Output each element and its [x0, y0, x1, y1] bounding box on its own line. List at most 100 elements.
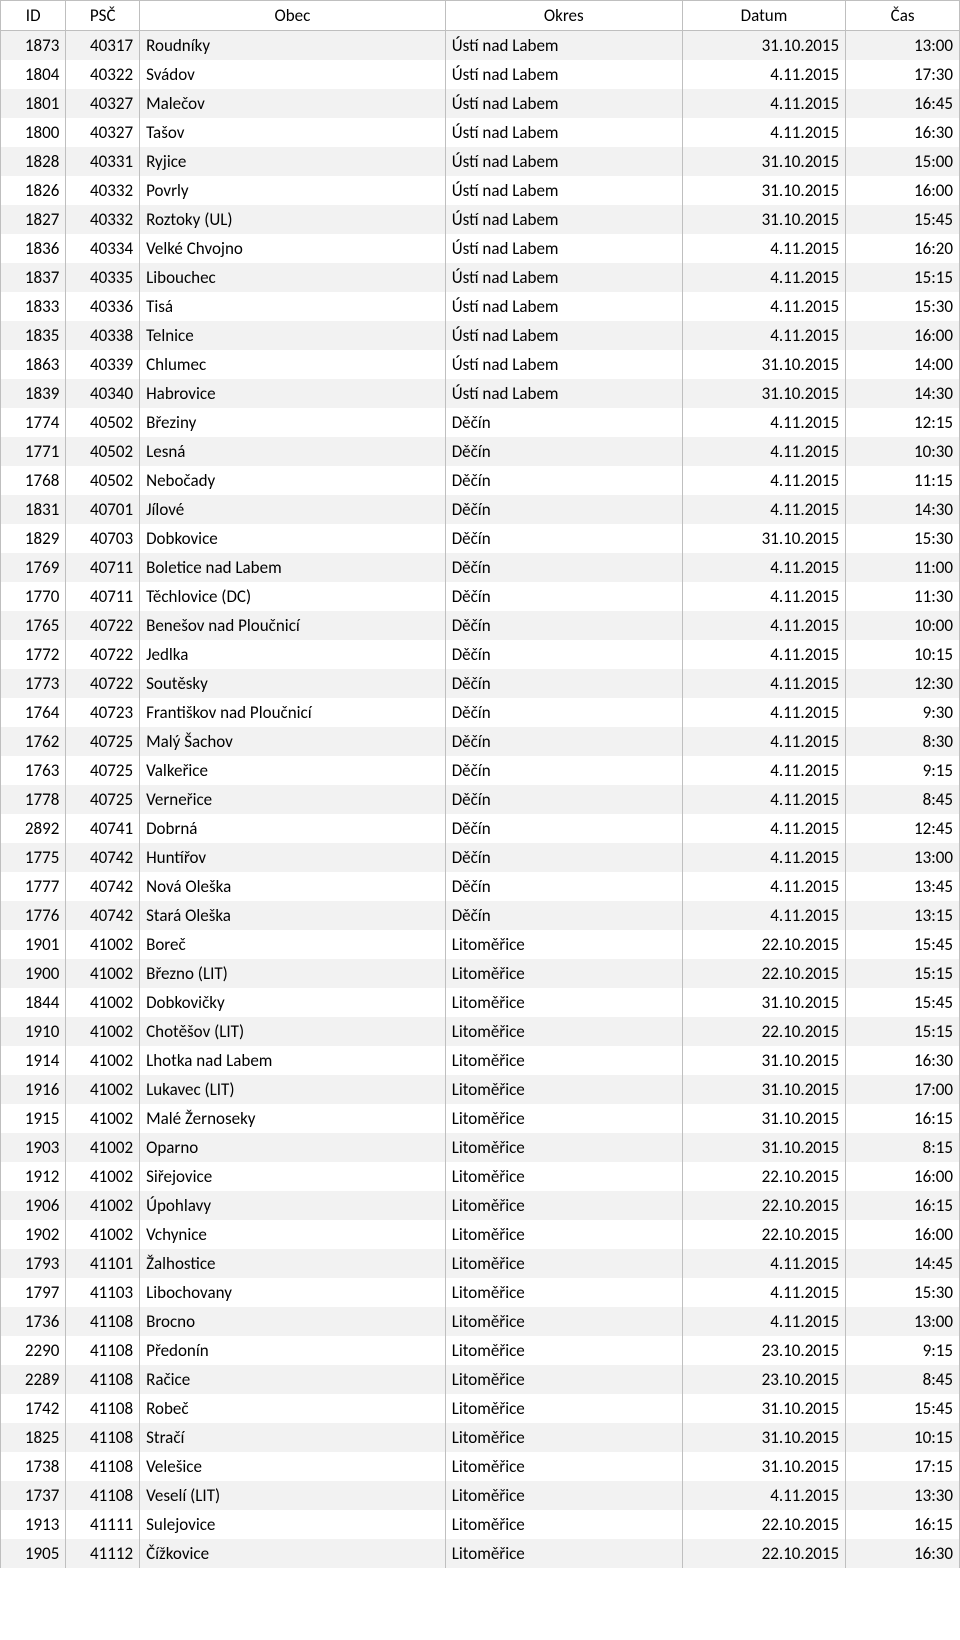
table-cell: 16:30: [846, 118, 960, 147]
table-row: 191241002SiřejoviceLitoměřice22.10.20151…: [1, 1162, 960, 1191]
table-cell: 31.10.2015: [682, 350, 845, 379]
table-cell: 31.10.2015: [682, 524, 845, 553]
table-cell: 1913: [1, 1510, 66, 1539]
table-cell: Malé Žernoseky: [140, 1104, 446, 1133]
table-cell: 1905: [1, 1539, 66, 1568]
table-cell: 40742: [66, 872, 140, 901]
table-cell: Děčín: [445, 727, 682, 756]
table-cell: Děčín: [445, 640, 682, 669]
table-row: 176240725Malý ŠachovDěčín4.11.20158:30: [1, 727, 960, 756]
table-cell: Děčín: [445, 437, 682, 466]
table-cell: 13:45: [846, 872, 960, 901]
table-cell: 31.10.2015: [682, 176, 845, 205]
table-cell: Siřejovice: [140, 1162, 446, 1191]
table-cell: 1914: [1, 1046, 66, 1075]
table-cell: Litoměřice: [445, 1510, 682, 1539]
table-cell: 8:45: [846, 1365, 960, 1394]
table-row: 190241002VchyniceLitoměřice22.10.201516:…: [1, 1220, 960, 1249]
table-cell: 15:45: [846, 930, 960, 959]
table-cell: 41108: [66, 1394, 140, 1423]
table-cell: 22.10.2015: [682, 1539, 845, 1568]
table-row: 177440502BřezinyDěčín4.11.201512:15: [1, 408, 960, 437]
table-cell: 40340: [66, 379, 140, 408]
table-cell: 31.10.2015: [682, 1046, 845, 1075]
table-cell: 1764: [1, 698, 66, 727]
table-cell: Huntířov: [140, 843, 446, 872]
table-cell: 4.11.2015: [682, 1249, 845, 1278]
table-cell: Habrovice: [140, 379, 446, 408]
table-cell: Sulejovice: [140, 1510, 446, 1539]
table-cell: Stará Oleška: [140, 901, 446, 930]
table-cell: 41002: [66, 1220, 140, 1249]
table-cell: 4.11.2015: [682, 582, 845, 611]
table-row: 173741108Veselí (LIT)Litoměřice4.11.2015…: [1, 1481, 960, 1510]
table-cell: 40338: [66, 321, 140, 350]
table-cell: Libouchec: [140, 263, 446, 292]
table-cell: 16:00: [846, 176, 960, 205]
table-cell: Ústí nad Labem: [445, 234, 682, 263]
table-cell: Děčín: [445, 524, 682, 553]
table-cell: Litoměřice: [445, 1249, 682, 1278]
table-cell: Oparno: [140, 1133, 446, 1162]
table-cell: Děčín: [445, 872, 682, 901]
table-cell: 41108: [66, 1365, 140, 1394]
table-cell: 31.10.2015: [682, 988, 845, 1017]
table-cell: 4.11.2015: [682, 495, 845, 524]
table-cell: Litoměřice: [445, 1220, 682, 1249]
table-cell: Litoměřice: [445, 1336, 682, 1365]
table-cell: 4.11.2015: [682, 698, 845, 727]
table-cell: Litoměřice: [445, 1046, 682, 1075]
table-cell: 16:15: [846, 1191, 960, 1220]
table-cell: Ústí nad Labem: [445, 205, 682, 234]
table-cell: 4.11.2015: [682, 756, 845, 785]
table-cell: 2289: [1, 1365, 66, 1394]
table-cell: Svádov: [140, 60, 446, 89]
table-cell: Litoměřice: [445, 1133, 682, 1162]
table-cell: 40703: [66, 524, 140, 553]
table-cell: Lesná: [140, 437, 446, 466]
table-cell: 1837: [1, 263, 66, 292]
table-row: 183740335LibouchecÚstí nad Labem4.11.201…: [1, 263, 960, 292]
table-cell: 8:15: [846, 1133, 960, 1162]
table-row: 191641002Lukavec (LIT)Litoměřice31.10.20…: [1, 1075, 960, 1104]
table-cell: Robeč: [140, 1394, 446, 1423]
table-cell: 14:30: [846, 495, 960, 524]
table-cell: Ústí nad Labem: [445, 292, 682, 321]
table-cell: 1771: [1, 437, 66, 466]
table-cell: 15:45: [846, 205, 960, 234]
table-cell: 1863: [1, 350, 66, 379]
table-row: 187340317RoudníkyÚstí nad Labem31.10.201…: [1, 31, 960, 61]
column-header: ID: [1, 1, 66, 31]
table-cell: Děčín: [445, 901, 682, 930]
table-cell: 40502: [66, 466, 140, 495]
table-cell: 31.10.2015: [682, 205, 845, 234]
table-cell: 1901: [1, 930, 66, 959]
table-cell: 41002: [66, 988, 140, 1017]
table-row: 177740742Nová OleškaDěčín4.11.201513:45: [1, 872, 960, 901]
table-row: 182940703DobkoviceDěčín31.10.201515:30: [1, 524, 960, 553]
table-cell: 1836: [1, 234, 66, 263]
table-cell: Litoměřice: [445, 1452, 682, 1481]
table-cell: Jílové: [140, 495, 446, 524]
table-cell: 1773: [1, 669, 66, 698]
table-cell: 1777: [1, 872, 66, 901]
table-cell: 4.11.2015: [682, 1278, 845, 1307]
table-cell: 17:00: [846, 1075, 960, 1104]
table-cell: Dobkovice: [140, 524, 446, 553]
table-cell: 22.10.2015: [682, 1191, 845, 1220]
table-cell: 31.10.2015: [682, 31, 845, 61]
table-cell: Litoměřice: [445, 1394, 682, 1423]
table-cell: 31.10.2015: [682, 1423, 845, 1452]
table-cell: 4.11.2015: [682, 814, 845, 843]
table-cell: 40502: [66, 408, 140, 437]
table-cell: 4.11.2015: [682, 321, 845, 350]
table-cell: Březno (LIT): [140, 959, 446, 988]
table-row: 180040327TašovÚstí nad Labem4.11.201516:…: [1, 118, 960, 147]
table-cell: Veselí (LIT): [140, 1481, 446, 1510]
table-row: 184441002DobkovičkyLitoměřice31.10.20151…: [1, 988, 960, 1017]
table-cell: Jedlka: [140, 640, 446, 669]
table-cell: 40725: [66, 727, 140, 756]
table-row: 183540338TelniceÚstí nad Labem4.11.20151…: [1, 321, 960, 350]
table-cell: 40322: [66, 60, 140, 89]
table-row: 177240722JedlkaDěčín4.11.201510:15: [1, 640, 960, 669]
